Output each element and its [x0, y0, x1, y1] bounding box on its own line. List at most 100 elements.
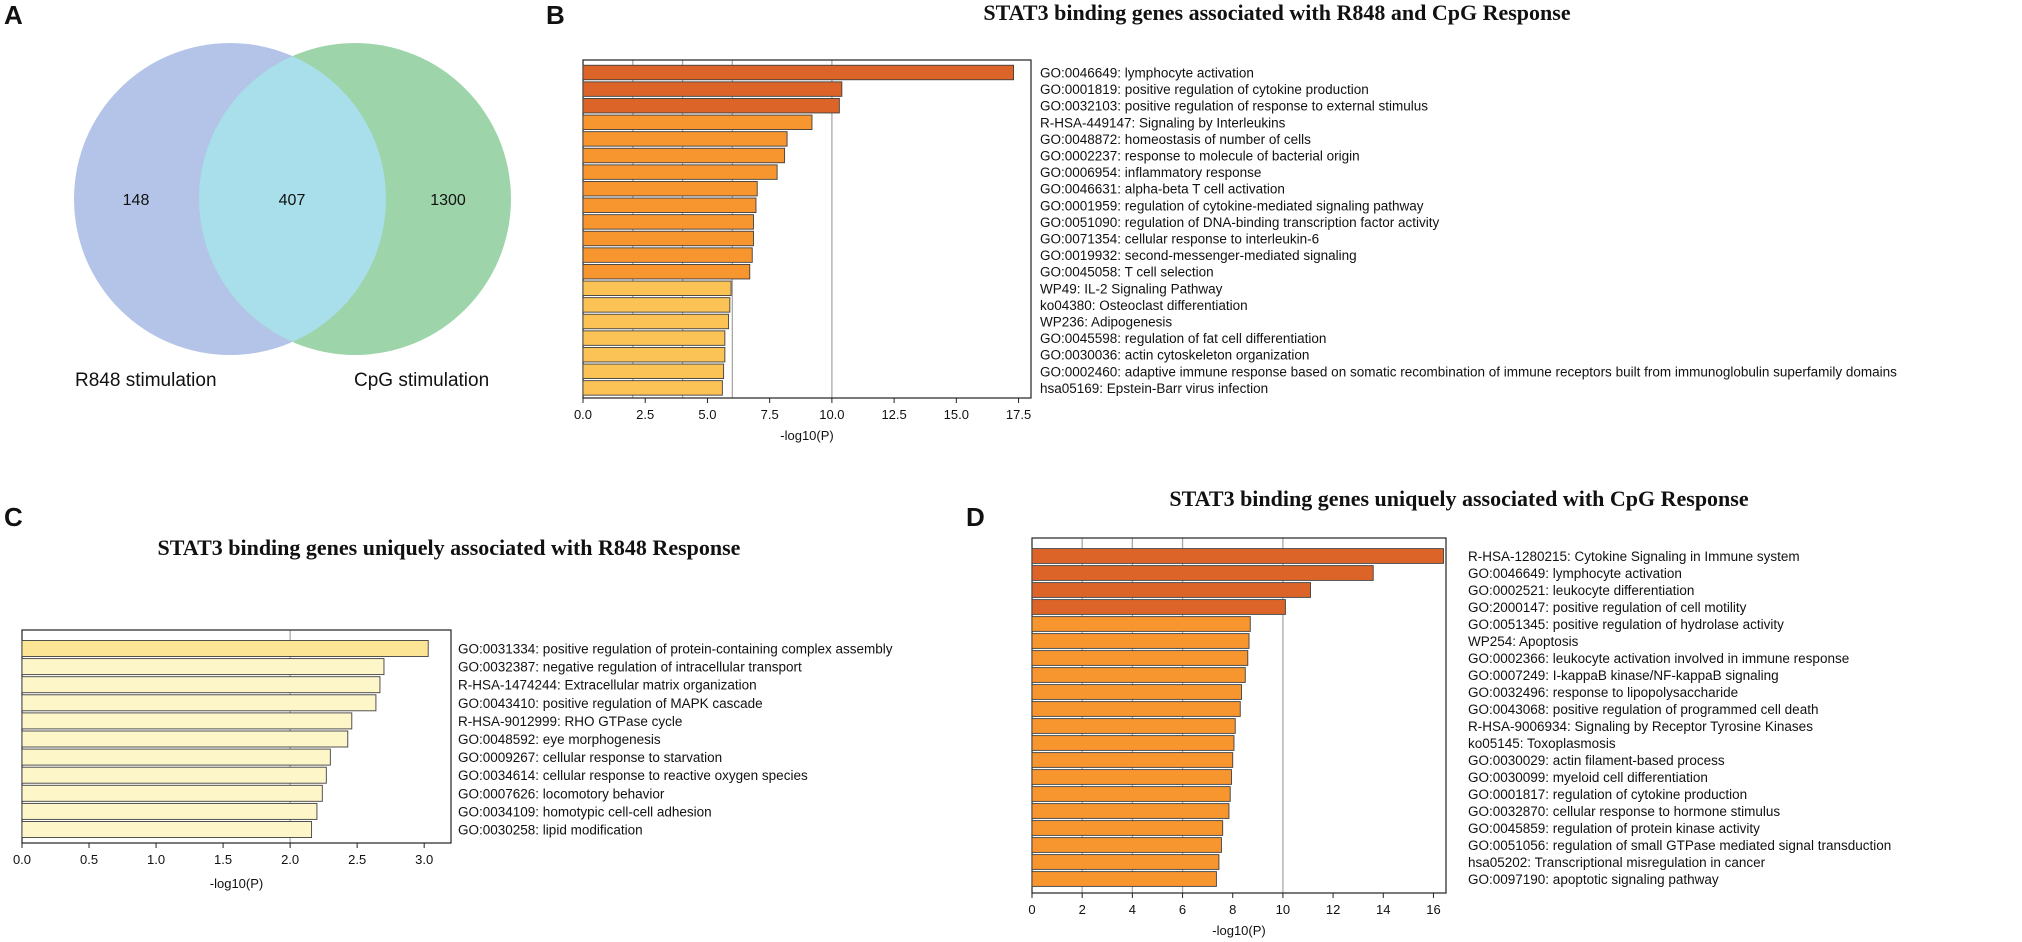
bar-c-10 — [21, 821, 313, 838]
bar-b-6 — [582, 164, 778, 180]
panel-letter-a: A — [4, 0, 23, 30]
bar-d-8 — [1031, 684, 1242, 700]
term-label-c-1: GO:0032387: negative regulation of intra… — [458, 660, 802, 675]
chart-title-b: STAT3 binding genes associated with R848… — [983, 0, 1570, 25]
x-tick-label-c-1: 0.5 — [80, 852, 98, 867]
x-tick-label-d-8: 16 — [1426, 902, 1440, 917]
term-label-b-4: GO:0048872: homeostasis of number of cel… — [1040, 132, 1311, 147]
term-label-d-7: GO:0007249: I-kappaB kinase/NF-kappaB si… — [1468, 668, 1779, 683]
term-label-d-18: hsa05202: Transcriptional misregulation … — [1468, 855, 1766, 870]
bar-d-16 — [1031, 820, 1224, 836]
venn-count-cpg-only: 1300 — [430, 192, 466, 209]
bar-b-17 — [582, 347, 726, 363]
term-label-b-9: GO:0051090: regulation of DNA-binding tr… — [1040, 215, 1439, 230]
panel-letter-c: C — [4, 502, 23, 532]
bar-b-9 — [582, 214, 754, 230]
bar-d-6 — [1031, 650, 1249, 666]
bar-d-1 — [1031, 565, 1374, 581]
bar-d-13 — [1031, 769, 1232, 785]
term-label-d-19: GO:0097190: apoptotic signaling pathway — [1468, 872, 1719, 887]
term-label-d-5: WP254: Apoptosis — [1468, 634, 1579, 649]
x-tick-label-c-2: 1.0 — [147, 852, 165, 867]
x-tick-label-b-5: 12.5 — [881, 407, 906, 422]
bar-b-0 — [582, 64, 1015, 81]
term-label-b-18: GO:0002460: adaptive immune response bas… — [1040, 364, 1897, 379]
term-label-d-17: GO:0051056: regulation of small GTPase m… — [1468, 838, 1891, 853]
bar-c-8 — [21, 784, 323, 802]
term-label-b-15: WP236: Adipogenesis — [1040, 315, 1172, 330]
bar-b-13 — [582, 280, 732, 296]
bar-c-3 — [21, 694, 377, 712]
term-label-d-16: GO:0045859: regulation of protein kinase… — [1468, 821, 1760, 836]
term-label-b-8: GO:0001959: regulation of cytokine-media… — [1040, 198, 1424, 213]
x-axis-title-c: -log10(P) — [210, 876, 263, 891]
bar-chart-d: R-HSA-1280215: Cytokine Signaling in Imm… — [1028, 537, 1891, 938]
venn-diagram: 148 407 1300 R848 stimulation CpG stimul… — [74, 43, 511, 391]
bar-b-3 — [582, 114, 813, 131]
term-label-d-15: GO:0032870: cellular response to hormone… — [1468, 804, 1780, 819]
term-label-d-12: GO:0030029: actin filament-based process — [1468, 753, 1725, 768]
x-tick-label-d-1: 2 — [1079, 902, 1086, 917]
term-label-c-8: GO:0007626: locomotory behavior — [458, 786, 665, 801]
term-label-b-16: GO:0045598: regulation of fat cell diffe… — [1040, 331, 1326, 346]
x-tick-label-d-3: 6 — [1179, 902, 1186, 917]
venn-label-cpg: CpG stimulation — [354, 370, 489, 391]
term-label-d-4: GO:0051345: positive regulation of hydro… — [1468, 617, 1784, 632]
x-tick-label-c-0: 0.0 — [13, 852, 31, 867]
bar-b-19 — [582, 380, 723, 396]
bar-c-2 — [21, 676, 381, 694]
x-tick-label-d-7: 14 — [1376, 902, 1390, 917]
term-label-c-0: GO:0031334: positive regulation of prote… — [458, 642, 893, 657]
x-tick-label-d-5: 10 — [1276, 902, 1290, 917]
x-tick-label-d-4: 8 — [1229, 902, 1236, 917]
bar-c-5 — [21, 730, 349, 748]
term-label-c-9: GO:0034109: homotypic cell-cell adhesion — [458, 804, 712, 819]
term-label-d-2: GO:0002521: leukocyte differentiation — [1468, 583, 1694, 598]
bar-d-17 — [1031, 837, 1222, 853]
term-label-d-6: GO:0002366: leukocyte activation involve… — [1468, 651, 1849, 666]
bar-d-0 — [1031, 548, 1444, 564]
bar-b-15 — [582, 313, 730, 330]
term-label-c-2: R-HSA-1474244: Extracellular matrix orga… — [458, 678, 757, 693]
term-label-c-4: R-HSA-9012999: RHO GTPase cycle — [458, 714, 682, 729]
term-label-c-3: GO:0043410: positive regulation of MAPK … — [458, 696, 763, 711]
chart-title-d: STAT3 binding genes uniquely associated … — [1169, 486, 1748, 511]
term-label-c-6: GO:0009267: cellular response to starvat… — [458, 750, 722, 765]
bar-d-5 — [1031, 633, 1250, 649]
venn-overlap-region — [198, 56, 386, 342]
panel-letter-b: B — [546, 0, 565, 30]
term-label-d-0: R-HSA-1280215: Cytokine Signaling in Imm… — [1468, 549, 1800, 564]
bar-d-14 — [1031, 786, 1231, 802]
bar-d-4 — [1031, 616, 1251, 632]
x-tick-label-c-5: 2.5 — [348, 852, 366, 867]
bar-b-4 — [582, 131, 788, 147]
x-tick-label-d-6: 12 — [1326, 902, 1340, 917]
bar-c-6 — [21, 748, 331, 766]
term-label-d-8: GO:0032496: response to lipopolysacchari… — [1468, 685, 1738, 700]
bar-c-0 — [21, 640, 429, 657]
bar-chart-b: GO:0046649: lymphocyte activationGO:0001… — [574, 59, 1897, 443]
bar-b-2 — [582, 97, 840, 114]
bar-d-2 — [1031, 582, 1311, 598]
bar-b-18 — [582, 363, 725, 379]
x-tick-label-d-2: 4 — [1129, 902, 1136, 917]
term-label-d-11: ko05145: Toxoplasmosis — [1468, 736, 1616, 751]
x-axis-title-d: -log10(P) — [1212, 923, 1265, 938]
x-tick-label-c-3: 1.5 — [214, 852, 232, 867]
term-label-b-11: GO:0019932: second-messenger-mediated si… — [1040, 248, 1357, 263]
x-tick-label-c-4: 2.0 — [281, 852, 299, 867]
term-label-b-14: ko04380: Osteoclast differentiation — [1040, 298, 1248, 313]
term-label-d-10: R-HSA-9006934: Signaling by Receptor Tyr… — [1468, 719, 1813, 734]
bar-c-4 — [21, 712, 353, 730]
bar-b-16 — [582, 330, 726, 346]
x-tick-label-b-3: 7.5 — [761, 407, 779, 422]
bar-b-1 — [582, 81, 843, 97]
x-tick-label-b-7: 17.5 — [1006, 407, 1031, 422]
panel-letter-d: D — [966, 502, 985, 532]
term-label-b-2: GO:0032103: positive regulation of respo… — [1040, 99, 1428, 114]
term-label-b-1: GO:0001819: positive regulation of cytok… — [1040, 82, 1369, 97]
term-label-b-10: GO:0071354: cellular response to interle… — [1040, 232, 1319, 247]
bar-d-18 — [1031, 854, 1220, 870]
term-label-b-3: R-HSA-449147: Signaling by Interleukins — [1040, 115, 1286, 130]
